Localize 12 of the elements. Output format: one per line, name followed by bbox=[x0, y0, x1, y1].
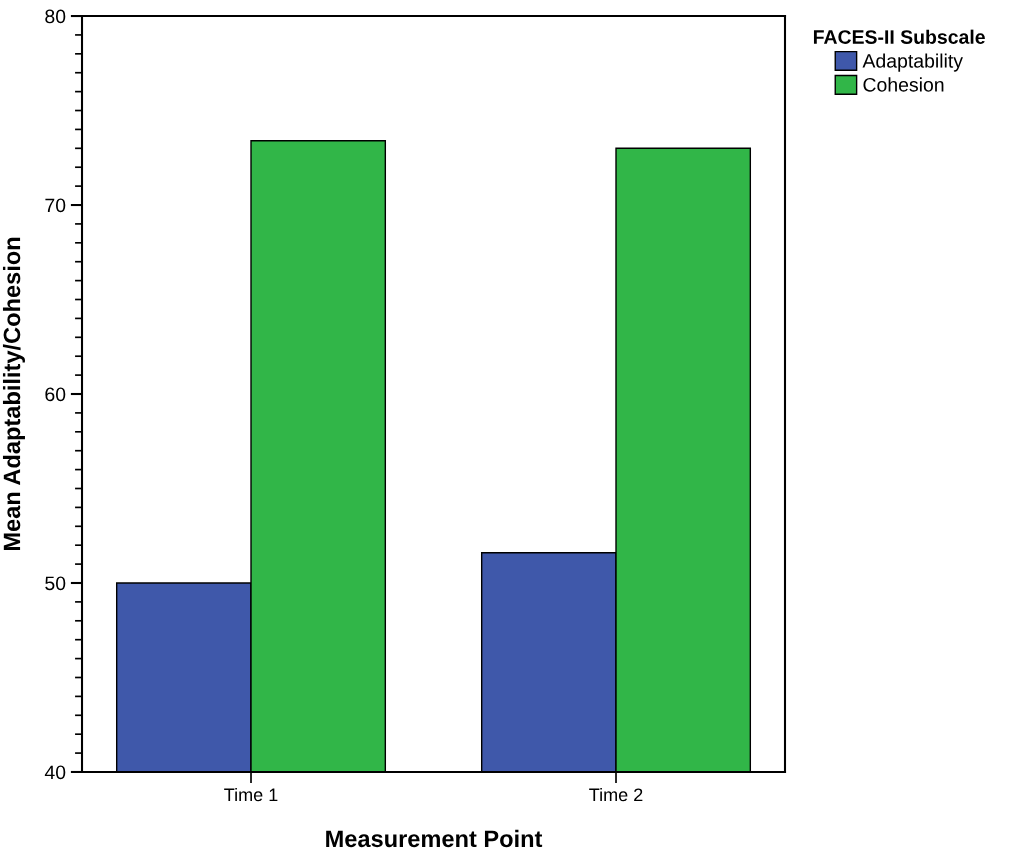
y-tick-label: 50 bbox=[45, 576, 66, 591]
y-tick-label: 80 bbox=[45, 9, 66, 24]
x-axis-title: Measurement Point bbox=[326, 829, 543, 848]
x-tick-label: Time 2 bbox=[589, 787, 643, 802]
legend-title: FACES-II Subscale bbox=[813, 29, 985, 44]
y-tick-label: 40 bbox=[44, 765, 66, 780]
legend-label: Cohesion bbox=[863, 77, 944, 92]
x-tick-label: Time 1 bbox=[224, 787, 278, 802]
legend-label: Adaptability bbox=[862, 53, 963, 72]
y-axis-title: Mean Adaptability/Cohesion bbox=[2, 237, 25, 551]
y-tick-label: 60 bbox=[45, 387, 66, 402]
y-tick-label: 70 bbox=[45, 198, 66, 213]
